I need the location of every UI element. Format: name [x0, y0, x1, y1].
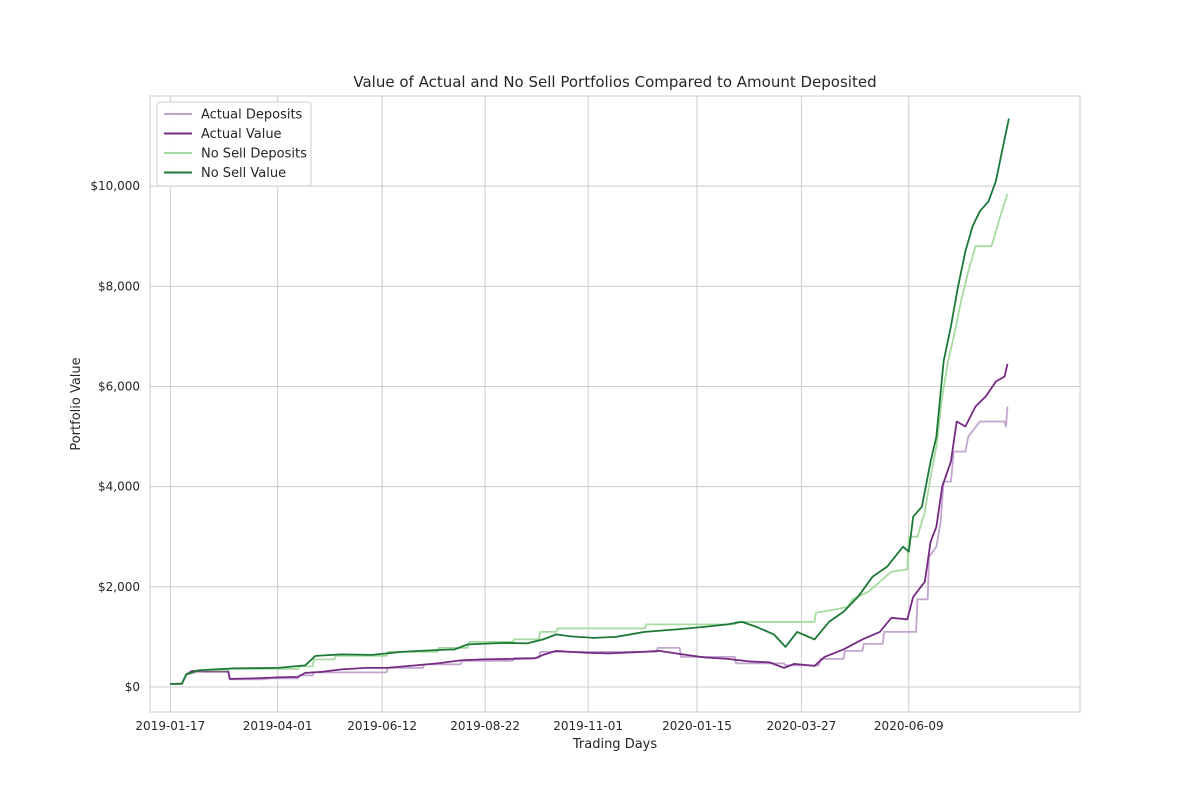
legend: Actual Deposits Actual Value No Sell Depos… — [156, 101, 312, 187]
x-tick-label: 2019-01-17 — [135, 719, 205, 733]
y-tick-label: $0 — [125, 680, 140, 694]
plot-frame — [149, 95, 1081, 713]
y-tick-label: $10,000 — [90, 179, 140, 193]
legend-label: Actual Deposits — [201, 108, 303, 123]
x-tick-label: 2019-11-01 — [553, 719, 623, 733]
x-tick-label: 2019-04-01 — [243, 719, 313, 733]
legend-label: No Sell Value — [201, 166, 286, 181]
grid-lines — [150, 96, 1080, 712]
legend-label: Actual Value — [201, 127, 282, 142]
y-axis-label: Portfolio Value — [69, 357, 84, 450]
x-tick-label: 2020-06-09 — [874, 719, 944, 733]
y-tick-label: $2,000 — [98, 580, 140, 594]
x-tick-label: 2019-08-22 — [450, 719, 520, 733]
x-tick-label: 2020-03-27 — [767, 719, 837, 733]
y-tick-label: $4,000 — [98, 480, 140, 494]
y-tick-label: $8,000 — [98, 279, 140, 293]
series-line-1 — [170, 363, 1009, 685]
y-tick-label: $6,000 — [98, 379, 140, 393]
legend-label: No Sell Deposits — [201, 147, 307, 162]
x-axis-label: Trading Days — [572, 737, 657, 752]
legend-box — [156, 101, 312, 187]
series-line-3 — [170, 118, 1010, 685]
x-tick-labels: 2019-01-17 2019-04-01 2019-06-12 2019-08-22… — [135, 719, 943, 733]
chart-title: Value of Actual and No Sell Portfolios C… — [353, 73, 876, 91]
x-tick-label: 2019-06-12 — [347, 719, 417, 733]
plot-area — [150, 96, 1080, 712]
x-tick-label: 2020-01-15 — [662, 719, 732, 733]
y-tick-labels: $0 $2,000 $4,000 $6,000 $8,000 $10,000 — [90, 179, 140, 694]
series-line-2 — [170, 193, 1009, 685]
series-lines — [170, 118, 1010, 685]
